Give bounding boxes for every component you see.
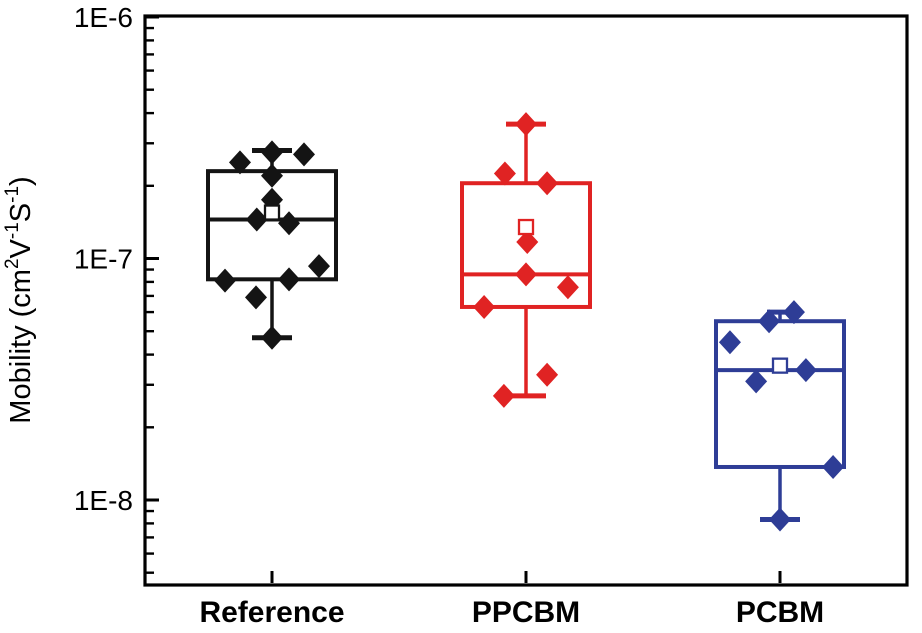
data-point-diamond [278,267,301,292]
data-point-diamond [244,285,267,310]
data-point-diamond [261,163,283,188]
data-point-diamond [794,358,817,383]
plot-frame [143,14,909,587]
mean-marker [771,357,789,374]
y-tick-label: 1E-8 [74,485,133,516]
data-point-diamond [214,268,237,293]
data-point-diamond [261,325,283,350]
data-point-diamond [493,161,516,186]
boxplot-reference [206,140,338,350]
data-point-diamond [293,142,316,167]
boxplot-ppcbm [460,112,592,408]
data-point-diamond [515,112,537,137]
data-point-diamond [536,362,559,387]
data-point-diamond [556,275,579,300]
data-point-diamond [822,454,845,479]
data-point-diamond [278,211,301,236]
data-point-diamond [536,171,559,196]
y-axis-title: Mobility (cm2V-1S-1) [2,176,37,423]
data-point-diamond [718,330,741,355]
mean-marker [263,204,281,221]
data-point-diamond [261,140,283,165]
data-point-diamond [473,294,496,319]
data-point-diamond [492,383,515,408]
category-label-ppcbm: PPCBM [472,596,580,629]
mean-marker [517,218,535,236]
boxplot-pcbm [714,300,846,532]
data-point-diamond [745,369,768,394]
y-tick-label: 1E-7 [74,244,133,275]
data-point-diamond [769,507,791,532]
data-point-diamond [245,207,268,232]
data-point-diamond [307,254,330,279]
category-label-reference: Reference [199,596,344,629]
data-point-diamond [515,262,537,287]
data-point-diamond [758,309,781,334]
data-point-diamond [516,230,539,255]
category-label-pcbm: PCBM [736,596,824,629]
data-point-diamond [782,300,805,325]
y-tick-label: 1E-6 [74,2,133,33]
data-point-diamond [228,150,251,175]
